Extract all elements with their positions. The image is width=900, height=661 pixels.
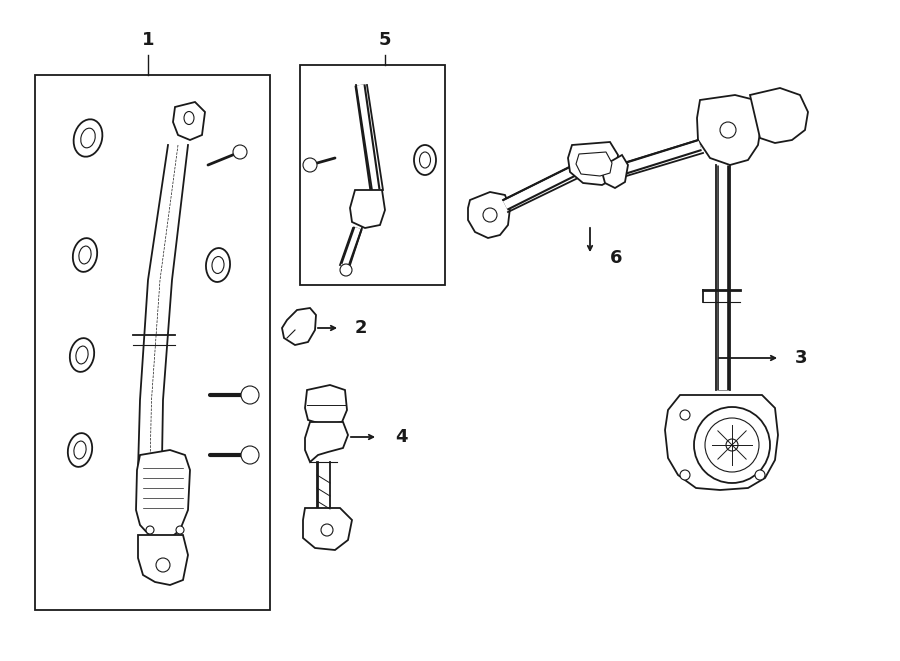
Circle shape bbox=[705, 418, 759, 472]
Circle shape bbox=[694, 407, 770, 483]
Polygon shape bbox=[136, 450, 190, 540]
Polygon shape bbox=[568, 142, 618, 185]
Polygon shape bbox=[602, 155, 628, 188]
Polygon shape bbox=[576, 152, 612, 176]
Polygon shape bbox=[305, 385, 347, 425]
Circle shape bbox=[176, 526, 184, 534]
Ellipse shape bbox=[70, 338, 94, 372]
Ellipse shape bbox=[74, 441, 86, 459]
Circle shape bbox=[726, 439, 738, 451]
Bar bbox=[300, 65, 445, 285]
Circle shape bbox=[720, 122, 736, 138]
Text: 1: 1 bbox=[142, 31, 154, 49]
Polygon shape bbox=[468, 192, 510, 238]
Ellipse shape bbox=[212, 256, 224, 274]
Circle shape bbox=[321, 524, 333, 536]
Circle shape bbox=[340, 264, 352, 276]
Text: 3: 3 bbox=[795, 349, 807, 367]
Ellipse shape bbox=[81, 128, 95, 148]
Ellipse shape bbox=[79, 246, 91, 264]
Circle shape bbox=[680, 470, 690, 480]
Text: 5: 5 bbox=[379, 31, 392, 49]
Ellipse shape bbox=[76, 346, 88, 364]
Circle shape bbox=[680, 410, 690, 420]
Circle shape bbox=[156, 558, 170, 572]
Circle shape bbox=[303, 158, 317, 172]
Polygon shape bbox=[350, 190, 385, 228]
Polygon shape bbox=[750, 88, 808, 143]
Polygon shape bbox=[697, 95, 762, 165]
Ellipse shape bbox=[74, 119, 103, 157]
Text: 6: 6 bbox=[610, 249, 623, 267]
Polygon shape bbox=[173, 102, 205, 140]
Ellipse shape bbox=[184, 112, 194, 124]
Polygon shape bbox=[305, 422, 348, 462]
Polygon shape bbox=[282, 308, 316, 345]
Text: 2: 2 bbox=[355, 319, 367, 337]
Circle shape bbox=[241, 386, 259, 404]
Ellipse shape bbox=[73, 238, 97, 272]
Polygon shape bbox=[303, 508, 352, 550]
Circle shape bbox=[146, 526, 154, 534]
Ellipse shape bbox=[68, 433, 92, 467]
Polygon shape bbox=[665, 395, 778, 490]
Ellipse shape bbox=[206, 248, 230, 282]
Ellipse shape bbox=[419, 152, 430, 168]
Text: 4: 4 bbox=[395, 428, 408, 446]
Circle shape bbox=[483, 208, 497, 222]
Circle shape bbox=[241, 446, 259, 464]
Bar bbox=[35, 75, 270, 610]
Circle shape bbox=[755, 470, 765, 480]
Ellipse shape bbox=[414, 145, 436, 175]
Circle shape bbox=[233, 145, 247, 159]
Polygon shape bbox=[138, 535, 188, 585]
